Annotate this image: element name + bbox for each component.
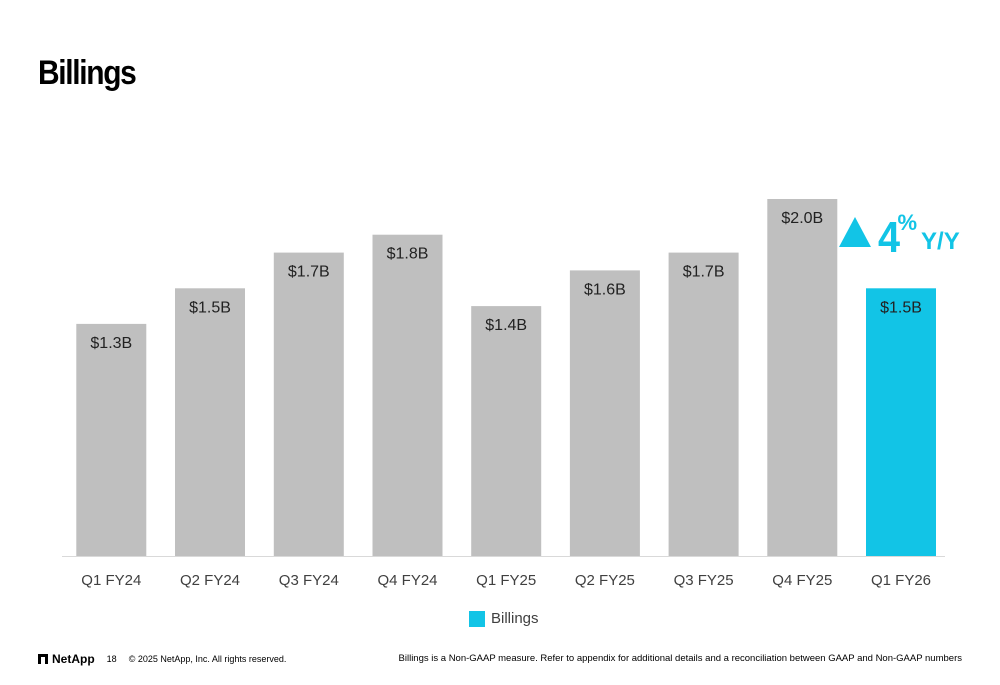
bar-q2-fy24 (175, 288, 245, 557)
x-tick-label: Q4 FY25 (772, 572, 832, 589)
bar-q4-fy25 (767, 199, 838, 556)
page-title: Billings (38, 54, 137, 92)
footnote: Billings is a Non-GAAP measure. Refer to… (398, 653, 962, 664)
yoy-value: 4 (878, 213, 900, 262)
footer: NetApp 18 © 2025 NetApp, Inc. All rights… (38, 652, 286, 666)
bar-q4-fy24 (372, 234, 443, 556)
bar-value-label: $1.4B (485, 317, 527, 334)
bar-q1-fy26 (866, 288, 936, 557)
copyright-text: © 2025 NetApp, Inc. All rights reserved. (128, 654, 287, 664)
legend-label: Billings (491, 610, 539, 627)
logo-text: NetApp (52, 652, 95, 666)
bar-value-label: $1.5B (880, 299, 922, 316)
x-tick-label: Q1 FY24 (81, 572, 141, 589)
bar-value-label: $2.0B (781, 210, 823, 227)
billings-bar-chart: $1.3B Q1 FY24 $1.5B Q2 FY24 $1.7B Q3 FY24 $1.8… (62, 199, 945, 589)
x-tick-label: Q1 FY26 (871, 572, 931, 589)
bar-q1-fy25 (471, 306, 542, 556)
bar-q2-fy25 (569, 270, 640, 556)
yoy-growth-callout: 4 % Y/Y (838, 204, 960, 260)
x-tick-label: Q1 FY25 (476, 572, 536, 589)
bar-value-label: $1.6B (584, 281, 626, 298)
bar-q3-fy25 (668, 252, 739, 556)
netapp-logo: NetApp (38, 652, 95, 666)
x-tick-label: Q3 FY24 (279, 572, 339, 589)
page-number: 18 (106, 654, 117, 664)
legend-swatch (469, 610, 485, 627)
bar-q3-fy24 (273, 252, 344, 556)
x-tick-label: Q4 FY24 (377, 572, 437, 589)
chart-legend: Billings (469, 610, 539, 627)
bar-value-label: $1.5B (189, 299, 231, 316)
bar-value-label: $1.3B (90, 335, 132, 352)
bar-value-label: $1.7B (683, 264, 725, 281)
yoy-percent-sign: % (897, 210, 918, 235)
yoy-label: Y/Y (921, 228, 960, 255)
bar-q1-fy24 (76, 323, 147, 556)
up-triangle-icon (839, 217, 871, 247)
x-tick-label: Q3 FY25 (674, 572, 734, 589)
x-tick-label: Q2 FY25 (575, 572, 635, 589)
bar-value-label: $1.7B (288, 264, 330, 281)
x-tick-label: Q2 FY24 (180, 572, 240, 589)
netapp-logo-icon (38, 654, 48, 664)
bar-value-label: $1.8B (387, 246, 429, 263)
